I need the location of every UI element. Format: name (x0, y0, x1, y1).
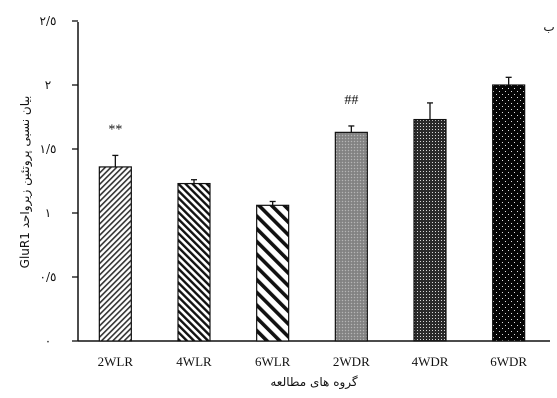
x-category-label: 2WLR (98, 354, 134, 369)
y-tick-label: ١ (45, 206, 51, 220)
x-category-label: 4WDR (412, 354, 449, 369)
x-category-label: 4WLR (176, 354, 212, 369)
bar-6wlr (256, 204, 290, 342)
significance-label-2wdr: ## (344, 93, 358, 108)
y-tick-label: ٢ (45, 78, 51, 92)
y-ticks: ٠ ٠/٥ ١ ١/٥ ٢ ٢/٥ (40, 14, 78, 348)
x-category-label: 6WLR (255, 354, 291, 369)
y-tick-label: ٠ (45, 334, 51, 348)
bar-4wdr (413, 118, 447, 342)
corner-mark: ب (543, 20, 554, 34)
bar-6wdr (492, 84, 526, 342)
y-tick-label: ٢/٥ (40, 14, 57, 28)
y-tick-label: ٠/٥ (40, 270, 57, 284)
y-axis-title: بیان نسبی پروتئین زیرواحد GluR1 (18, 96, 33, 269)
x-category-label: 6WDR (490, 354, 527, 369)
bar-4wlr (177, 182, 211, 342)
x-axis-title: گروه های مطالعه (270, 375, 358, 390)
bars: ** ## (98, 76, 526, 342)
bar-2wlr (98, 166, 132, 342)
significance-label-2wlr: ** (108, 122, 122, 137)
y-tick-label: ١/٥ (40, 142, 57, 156)
bar-2wdr (334, 131, 368, 342)
x-category-labels: 2WLR 4WLR 6WLR 2WDR 4WDR 6WDR (98, 354, 528, 369)
x-category-label: 2WDR (333, 354, 370, 369)
